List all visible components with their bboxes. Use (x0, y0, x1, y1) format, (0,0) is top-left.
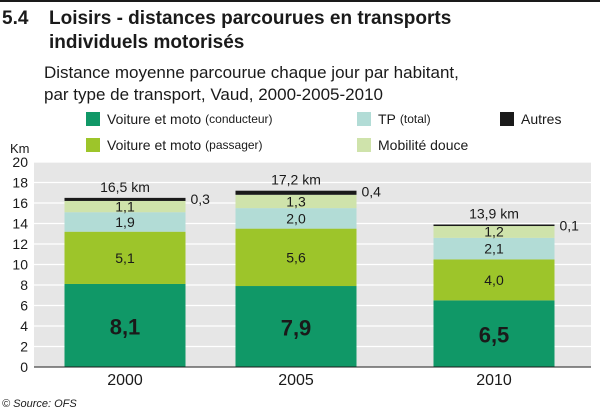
bar-data-label: 1,1 (115, 199, 135, 215)
x-tick-label: 2005 (278, 372, 314, 389)
x-tick-label: 2010 (476, 372, 512, 389)
legend-item-autres: Autres (500, 111, 561, 127)
bar-segment (235, 286, 357, 367)
bar-data-label: 8,1 (110, 314, 141, 339)
legend-label-tp: TP (378, 111, 396, 127)
legend-label-conducteur: Voiture et moto (107, 111, 202, 127)
bar-total-label: 13,9 km (469, 206, 519, 222)
bar-segment (64, 283, 186, 367)
legend-swatch-autres (500, 112, 514, 126)
bar-total-label: 17,2 km (271, 172, 321, 188)
source-note: © Source: OFS (2, 398, 77, 410)
bar-segment (235, 228, 357, 287)
y-tick-label: 16 (12, 195, 28, 211)
y-axis-label: Km (10, 141, 30, 156)
legend-note-tp: (total) (399, 112, 431, 126)
legend-swatch-mobilite (357, 138, 371, 152)
bar-data-label: 7,9 (281, 316, 312, 341)
legend-note-conducteur: (conducteur) (205, 112, 273, 126)
bar-data-label: 1,9 (115, 214, 135, 230)
bar-data-label: 1,2 (484, 224, 504, 240)
bar-data-label: 4,0 (484, 272, 504, 288)
legend-swatch-passager (86, 138, 100, 152)
y-tick-label: 4 (20, 318, 28, 334)
figure-number: 5.4 (2, 8, 29, 29)
legend-swatch-tp (357, 112, 371, 126)
y-tick-label: 10 (12, 257, 28, 273)
bar-segment (433, 224, 555, 227)
bar-segment (64, 231, 186, 284)
bar-segment (64, 212, 186, 232)
bar-data-label: 0,3 (191, 191, 211, 207)
figure-title-line2: individuels motorisés (49, 32, 245, 53)
y-tick-label: 6 (20, 298, 28, 314)
bar-segment (433, 225, 555, 238)
legend-label-autres: Autres (521, 111, 562, 127)
bar-segment (433, 259, 555, 301)
legend-item-tp: TP (total) (357, 111, 431, 127)
y-tick-label: 12 (12, 236, 28, 252)
bar-data-label: 6,5 (479, 323, 510, 348)
y-tick-label: 20 (12, 154, 28, 170)
bar-data-label: 5,6 (286, 249, 306, 265)
bar-data-label: 1,3 (286, 193, 306, 209)
bar-data-label: 5,1 (115, 250, 135, 266)
bar-segment (64, 200, 186, 213)
y-tick-label: 18 (12, 175, 28, 191)
bar-segment (433, 237, 555, 260)
bar-segment (235, 208, 357, 229)
top-rule (0, 0, 600, 2)
bar-segment (433, 300, 555, 367)
y-tick-label: 8 (20, 277, 28, 293)
legend-label-passager: Voiture et moto (107, 137, 202, 153)
figure-title-line1: Loisirs - distances parcourues en transp… (49, 8, 452, 29)
chart-legend: Voiture et moto (conducteur) TP (total) … (0, 107, 600, 157)
legend-item-passager: Voiture et moto (passager) (86, 137, 263, 153)
legend-swatch-conducteur (86, 112, 100, 126)
chart-subtitle-line1: Distance moyenne parcourue chaque jour p… (44, 63, 459, 82)
legend-item-mobilite: Mobilité douce (357, 137, 468, 153)
figure-header: 5.4 Loisirs - distances parcourues en tr… (0, 4, 600, 54)
bar-data-label: 2,0 (286, 210, 306, 226)
legend-label-mobilite: Mobilité douce (378, 137, 469, 153)
bar-segment (64, 197, 186, 201)
y-tick-label: 2 (20, 339, 28, 355)
bar-data-label: 0,4 (362, 184, 382, 200)
bar-data-label: 0,1 (560, 218, 580, 234)
y-tick-label: 14 (12, 216, 28, 232)
bar-data-label: 2,1 (484, 241, 504, 257)
chart-subtitle-line2: par type de transport, Vaud, 2000-2005-2… (44, 85, 383, 104)
x-tick-label: 2000 (107, 372, 143, 389)
bar-total-label: 16,5 km (100, 179, 150, 195)
legend-note-passager: (passager) (205, 138, 263, 152)
legend-item-conducteur: Voiture et moto (conducteur) (86, 111, 273, 127)
y-tick-label: 0 (20, 359, 28, 375)
bar-segment (235, 190, 357, 195)
bar-segment (235, 194, 357, 209)
